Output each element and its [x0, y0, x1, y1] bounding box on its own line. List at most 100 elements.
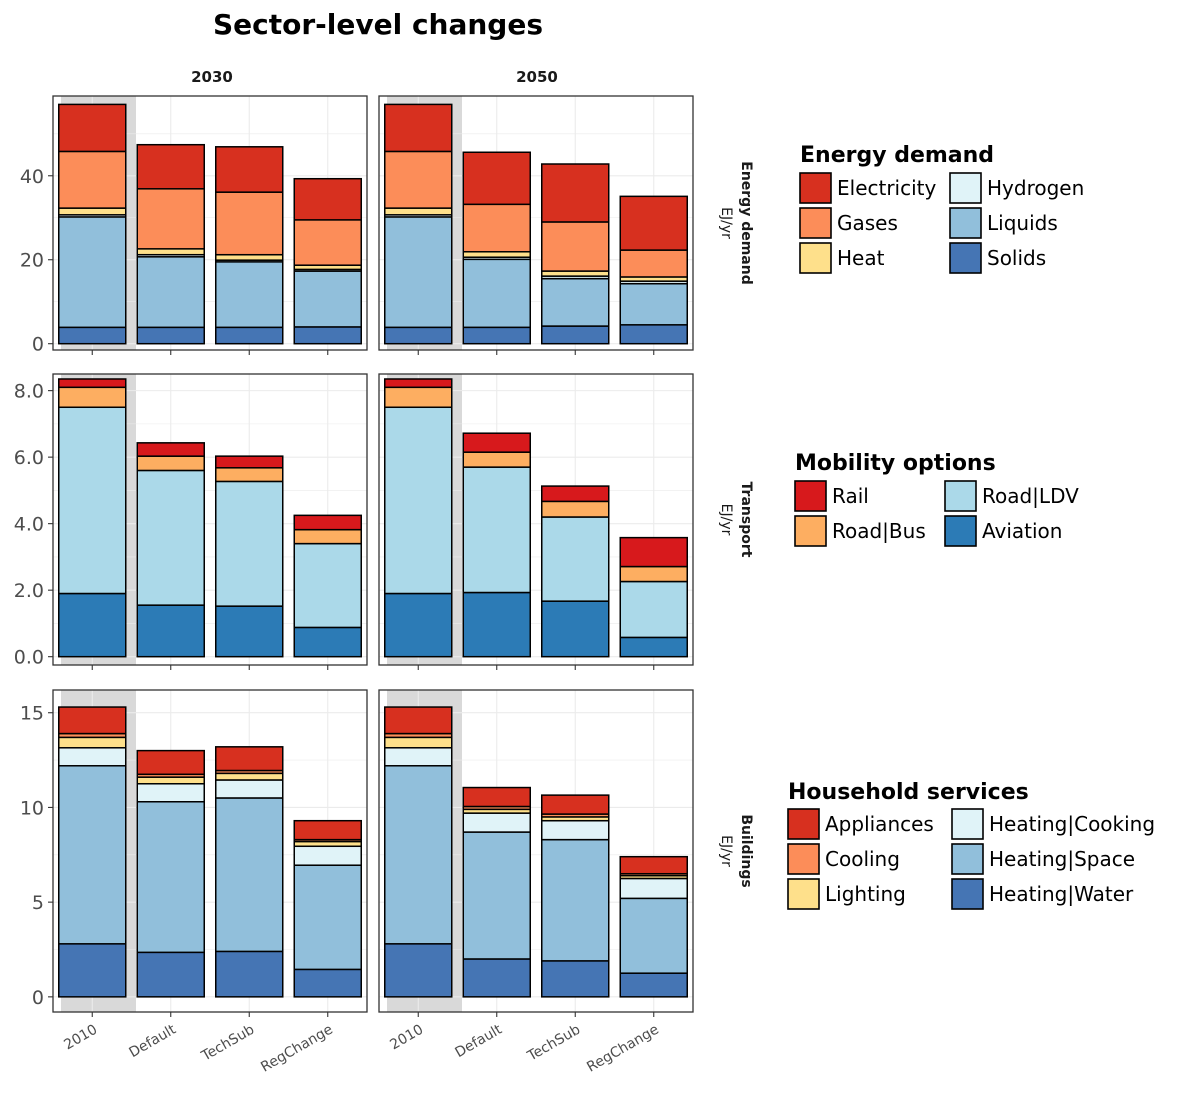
legend-swatch-hydrogen	[949, 172, 982, 204]
bar-segment-solids-techsub	[541, 325, 610, 345]
y-tick-label: 0	[32, 987, 44, 1009]
bar-segment-heating-water-default	[462, 958, 531, 998]
bar-segment-heating-cooking-regchange	[619, 877, 688, 900]
bar-segment-heating-cooking-techsub	[541, 819, 610, 841]
bar-segment-heat-techsub	[541, 270, 610, 277]
bar-segment-road-bus-techsub	[541, 500, 610, 518]
bar-segment-rail-techsub	[215, 455, 284, 469]
legend-label-gases: Gases	[837, 211, 898, 235]
legend-swatch-heating-space	[951, 843, 984, 875]
y-tick-label: 10	[20, 797, 44, 819]
legend-label-heating-space: Heating|Space	[989, 847, 1135, 871]
y-axis-label: EJ/yr	[718, 835, 734, 867]
legend-label-solids: Solids	[987, 246, 1046, 270]
bar-segment-liquids-2010	[384, 216, 453, 329]
bar-segment-appliances-regchange	[293, 819, 362, 841]
bar-segment-rail-2010	[58, 378, 127, 389]
y-tick-label: 4.0	[14, 514, 44, 536]
bar-segment-gases-2010	[384, 150, 453, 209]
bar-segment-rail-regchange	[293, 514, 362, 531]
bar-segment-heating-space-2010	[384, 765, 453, 945]
bar-segment-heating-cooking-techsub	[215, 779, 284, 799]
legend-label-appliances: Appliances	[825, 812, 934, 836]
bar-segment-aviation-techsub	[215, 605, 284, 658]
bar-segment-aviation-regchange	[619, 636, 688, 658]
bar-segment-liquids-default	[462, 258, 531, 329]
bar-segment-solids-2010	[384, 326, 453, 345]
bar-segment-solids-regchange	[619, 324, 688, 345]
panel-border	[52, 373, 368, 666]
legend-swatch-heat	[799, 242, 832, 274]
bar-segment-rail-techsub	[541, 485, 610, 503]
bar-segment-solids-regchange	[293, 326, 362, 345]
bar-segment-heating-space-2010	[58, 765, 127, 945]
legend-swatch-road-ldv	[944, 480, 977, 512]
y-tick-label: 5	[32, 892, 44, 914]
panel-border	[378, 689, 694, 1013]
panel-buildings-2050: 2010 Default TechSub RegChange	[378, 689, 694, 1076]
bar-segment-lighting-techsub	[215, 772, 284, 781]
y-axis-label: EJ/yr	[718, 504, 734, 536]
legend-mobility-options: Mobility options Rail Road|Bus Road|LDV Avia…	[794, 451, 1079, 547]
legend-swatch-heating-water	[951, 878, 984, 910]
panel-buildings-2030: 0 5 10 15 2010 Default TechSub RegChange	[20, 689, 368, 1076]
bar-segment-heat-techsub	[215, 253, 284, 261]
bar-segment-lighting-2010	[58, 736, 127, 749]
bar-segment-heating-cooking-2010	[58, 747, 127, 767]
y-tick-label: 6.0	[14, 447, 44, 469]
bar-segment-heating-space-regchange	[293, 864, 362, 971]
bar-segment-road-ldv-techsub	[541, 516, 610, 602]
bar-segment-electricity-regchange	[293, 177, 362, 221]
legend-swatch-cooling	[787, 843, 820, 875]
bar-segment-road-bus-default	[462, 451, 531, 468]
bar-segment-liquids-default	[136, 256, 205, 329]
bar-segment-rail-regchange	[619, 536, 688, 568]
bar-segment-road-ldv-default	[136, 469, 205, 606]
legend-label-hydrogen: Hydrogen	[987, 176, 1084, 200]
bar-segment-heating-space-techsub	[215, 797, 284, 953]
bar-segment-rail-2010	[384, 378, 453, 389]
bar-segment-heating-water-techsub	[215, 950, 284, 998]
x-tick-label: 2010	[61, 1022, 100, 1054]
bar-segment-liquids-2010	[58, 216, 127, 329]
legend-swatch-electricity	[799, 172, 832, 204]
y-tick-label: 2.0	[14, 580, 44, 602]
bar-segment-electricity-techsub	[215, 146, 284, 193]
legend-swatch-lighting	[787, 878, 820, 910]
bar-segment-solids-2010	[58, 326, 127, 345]
bar-segment-aviation-techsub	[541, 600, 610, 658]
y-tick-label: 0.0	[14, 647, 44, 669]
panel-border	[52, 689, 368, 1013]
bar-segment-gases-techsub	[215, 191, 284, 256]
legend-swatch-aviation	[944, 515, 977, 547]
legend-label-road-ldv: Road|LDV	[982, 484, 1079, 508]
y-axis-label: EJ/yr	[718, 207, 734, 239]
bar-segment-lighting-2010	[384, 736, 453, 749]
bar-segment-road-ldv-2010	[384, 406, 453, 595]
bar-segment-solids-default	[462, 326, 531, 345]
y-tick-label: 40	[20, 166, 44, 188]
legend-swatch-gases	[799, 207, 832, 239]
bar-segment-heating-water-2010	[58, 943, 127, 998]
legend-label-heating-cooking: Heating|Cooking	[989, 812, 1155, 836]
legend-title: Household services	[788, 780, 1029, 805]
facet-column-label-2030: 2030	[191, 68, 233, 86]
x-tick-label: Default	[452, 1021, 505, 1061]
legend-swatch-heating-cooking	[951, 808, 984, 840]
bar-segment-electricity-techsub	[541, 163, 610, 223]
bar-segment-appliances-2010	[58, 706, 127, 735]
bar-segment-road-bus-default	[136, 455, 205, 472]
legend-title: Mobility options	[795, 451, 996, 476]
x-tick-label: TechSub	[198, 1022, 257, 1065]
bar-segment-electricity-default	[462, 151, 531, 206]
bar-segment-heating-water-default	[136, 951, 205, 998]
bar-segment-liquids-regchange	[293, 270, 362, 328]
bar-segment-electricity-regchange	[619, 195, 688, 251]
legend-swatch-road-bus	[794, 515, 827, 547]
y-tick-label: 15	[20, 703, 44, 725]
bar-segment-heating-space-regchange	[619, 897, 688, 974]
bar-segment-solids-default	[136, 326, 205, 345]
y-tick-label: 20	[20, 250, 44, 272]
legend-swatch-appliances	[787, 808, 820, 840]
